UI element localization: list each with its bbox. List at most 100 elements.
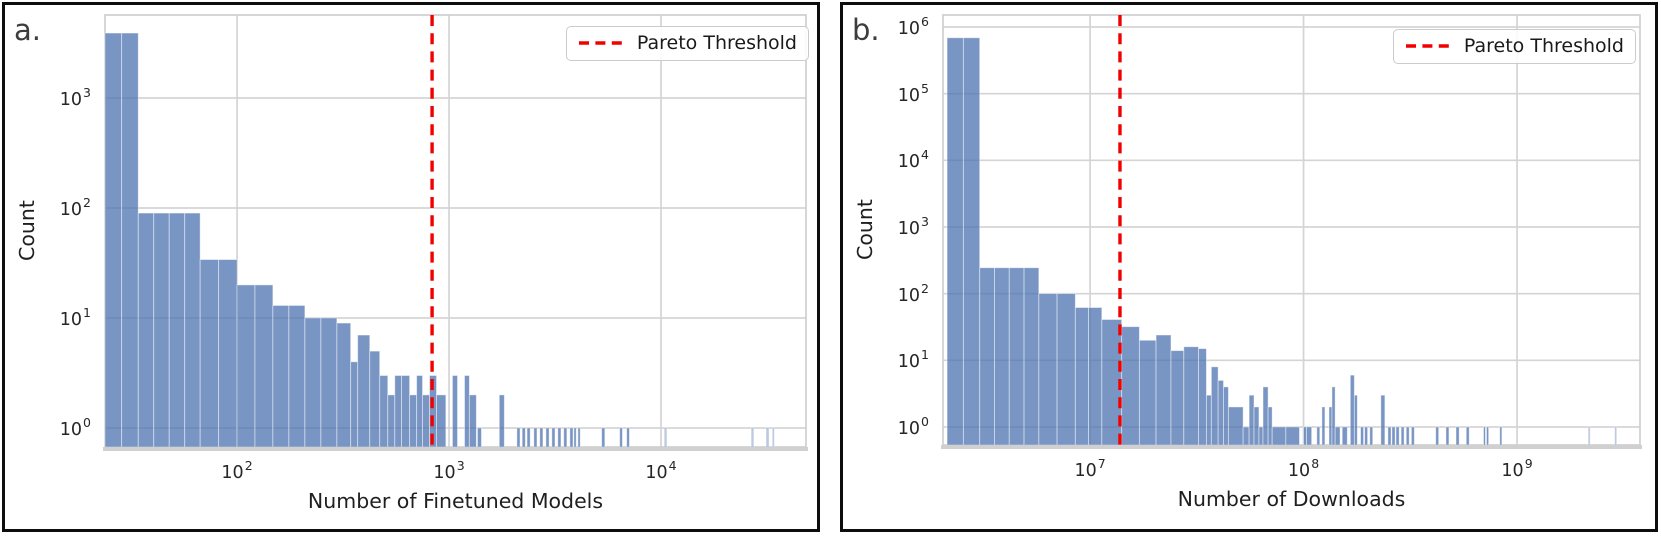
histogram-bar: [1271, 426, 1287, 446]
histogram-bar: [394, 375, 402, 448]
legend: Pareto Threshold: [565, 26, 809, 61]
histogram-bar: [1155, 334, 1172, 446]
histogram-bar: [563, 427, 568, 448]
histogram-bar: [994, 267, 1010, 446]
histogram-bar: [1387, 426, 1392, 446]
y-tick-label: 106: [897, 14, 929, 39]
histogram-bar: [765, 427, 770, 448]
legend-label: Pareto Threshold: [636, 32, 797, 54]
histogram-bar: [663, 427, 668, 448]
histogram-bar: [1614, 426, 1618, 446]
histogram-bar: [320, 317, 338, 448]
histogram-bar: [436, 394, 447, 448]
histogram-bar: [1253, 406, 1260, 446]
histogram-bar: [1056, 293, 1076, 446]
histogram-bar: [104, 32, 123, 448]
x-tick-label: 103: [433, 458, 465, 483]
histogram-bar: [979, 267, 995, 446]
dashed-line-icon: [1405, 44, 1450, 48]
histogram-bar: [516, 427, 521, 448]
histogram-bar: [1138, 339, 1157, 446]
histogram-bar: [451, 375, 458, 448]
histogram-bar: [199, 259, 220, 448]
histogram-bar: [498, 394, 505, 448]
histogram-bar: [1364, 426, 1369, 446]
histogram-plot-a: [103, 14, 808, 451]
y-tick-label: 103: [59, 85, 91, 110]
histogram-bar: [401, 375, 411, 448]
x-tick-label: 108: [1287, 456, 1320, 481]
histogram-bar: [1306, 426, 1313, 446]
histogram-bar: [569, 427, 574, 448]
histogram-bar: [1334, 426, 1341, 446]
histogram-bar: [1369, 426, 1374, 446]
histogram-bar: [464, 375, 470, 448]
histogram-bar: [350, 361, 359, 448]
histogram-bar: [184, 212, 201, 448]
histogram-bar: [1486, 426, 1490, 446]
histogram-bar: [1267, 406, 1273, 446]
histogram-bar: [1038, 293, 1058, 446]
histogram-bar: [336, 322, 352, 448]
histogram-bar: [1242, 426, 1250, 446]
histogram-bar: [750, 427, 755, 448]
histogram-bar: [1248, 394, 1255, 446]
y-tick-label: 104: [897, 147, 929, 173]
histogram-bar: [379, 375, 389, 448]
histogram-bar: [1395, 426, 1400, 446]
x-tick-label: 102: [221, 458, 253, 483]
histogram-bar: [1023, 267, 1040, 446]
histogram-bar: [557, 427, 562, 448]
x-axis-label: Number of Downloads: [1177, 487, 1406, 511]
histogram-bar: [468, 394, 477, 448]
panel-a: a. Count Number of Finetuned Models Pare…: [2, 2, 820, 532]
histogram-bar: [476, 427, 482, 448]
histogram-bar: [1410, 426, 1415, 446]
panel-b: b. Count Number of Downloads Pareto Thre…: [840, 2, 1658, 532]
histogram-bar: [1455, 426, 1460, 446]
histogram-bar: [1360, 426, 1364, 446]
histogram-bar: [1285, 426, 1300, 446]
histogram-bar: [272, 305, 290, 448]
histogram-bar: [577, 427, 581, 448]
histogram-bar: [1331, 386, 1336, 446]
histogram-bar: [1321, 406, 1326, 446]
histogram-bar: [1380, 394, 1386, 446]
histogram-bar: [218, 259, 238, 448]
histogram-bar: [1074, 307, 1090, 446]
histogram-bar: [1183, 346, 1199, 446]
histogram-bar: [409, 394, 418, 448]
histogram-bar: [357, 334, 371, 448]
histogram-bar: [1205, 394, 1212, 446]
histogram-bar: [526, 427, 531, 448]
panel-letter: a.: [14, 13, 41, 47]
histogram-bar: [551, 427, 556, 448]
histogram-bar: [1400, 426, 1405, 446]
histogram-bar: [946, 37, 964, 446]
histogram-bar: [1435, 426, 1440, 446]
y-tick-label: 100: [897, 414, 929, 439]
histogram-bar: [626, 427, 630, 448]
histogram-plot-b: [941, 14, 1642, 449]
y-tick-label: 102: [897, 280, 929, 306]
histogram-bar: [1391, 426, 1396, 446]
histogram-bar: [1483, 426, 1486, 446]
y-tick-label: 100: [59, 414, 91, 440]
y-axis-label: Count: [15, 200, 39, 262]
histogram-bar: [1227, 406, 1244, 446]
histogram-bar: [601, 427, 606, 448]
histogram-bar: [1008, 267, 1025, 446]
histogram-bar: [1262, 386, 1269, 446]
panel-letter: b.: [852, 13, 880, 47]
histogram-bar: [1217, 379, 1224, 446]
histogram-bar: [962, 37, 981, 446]
x-tick-label: 109: [1501, 456, 1533, 481]
histogram-bar: [521, 427, 526, 448]
histogram-bar: [137, 212, 155, 448]
histogram-bar: [1198, 348, 1207, 446]
histogram-bar: [1349, 374, 1355, 446]
legend-label: Pareto Threshold: [1463, 35, 1624, 57]
x-tick-label: 107: [1074, 456, 1106, 481]
histogram-bar: [304, 317, 322, 448]
